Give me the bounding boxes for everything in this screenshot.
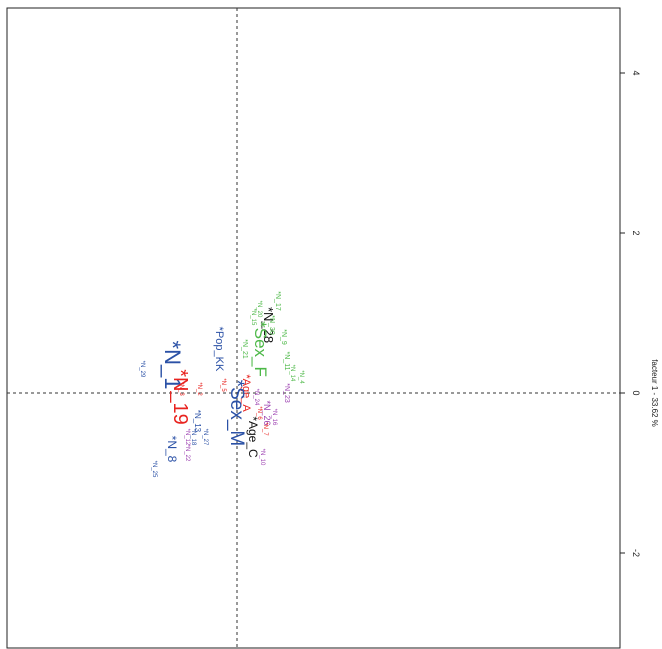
- point-label: *N_17: [274, 291, 281, 311]
- point-label: *Age_A: [240, 374, 252, 412]
- point-label: *N_9: [280, 329, 287, 345]
- point-label: *N_7: [262, 422, 268, 436]
- point-labels: *N_28*Sex_F*Age_A*Sex_M *Age_C *N_1*N_19 *P…: [139, 291, 304, 478]
- point-label: *N_10: [259, 449, 265, 466]
- plot-frame: [6, 7, 621, 649]
- point-label: *N_15: [250, 309, 256, 326]
- point-label: *N_18: [190, 429, 196, 446]
- point-label: *N_28: [261, 307, 276, 343]
- tick-label: 4: [631, 70, 641, 75]
- axis-label: facteur 1 - 33.62 %: [650, 359, 659, 427]
- point-label: *N_22: [184, 445, 190, 462]
- point-label: *N_6: [256, 406, 262, 420]
- point-label: *N_21: [241, 339, 248, 359]
- point-label: *N_24: [253, 389, 259, 406]
- point-label: *N_8: [165, 436, 179, 463]
- tick-group: -2 0 2 4: [620, 70, 641, 557]
- point-label: *N_29: [139, 361, 145, 378]
- point-label: *N_26: [262, 400, 272, 425]
- point-label: *N_16: [271, 409, 277, 426]
- point-label: *N_2: [196, 382, 202, 396]
- point-label: *N_12: [184, 429, 190, 446]
- point-label: *Age_C: [246, 416, 260, 458]
- tick-label: 0: [631, 390, 641, 395]
- tick-label: 2: [631, 230, 641, 235]
- point-label: *N_13: [193, 410, 202, 433]
- point-label: *N_5: [220, 378, 226, 392]
- point-label: *N_30: [268, 315, 275, 335]
- point-label: *N_3: [178, 382, 184, 396]
- point-label: *N_27: [202, 429, 208, 446]
- point-label: *Pop_KK: [213, 327, 225, 372]
- point-label: *N_23: [283, 383, 290, 403]
- point-label: *Sex_F: [251, 321, 270, 377]
- point-label: *N_11: [283, 352, 290, 371]
- point-label: *N_25: [151, 461, 157, 478]
- tick-label: -2: [631, 549, 641, 557]
- point-label: *N_1: [160, 341, 185, 390]
- point-label: *N_4: [298, 370, 304, 384]
- point-label: *Sex_M: [226, 380, 247, 447]
- point-label: *N_19: [169, 369, 191, 425]
- point-label: *N_20: [256, 301, 262, 318]
- point-label: *N_14: [289, 365, 295, 382]
